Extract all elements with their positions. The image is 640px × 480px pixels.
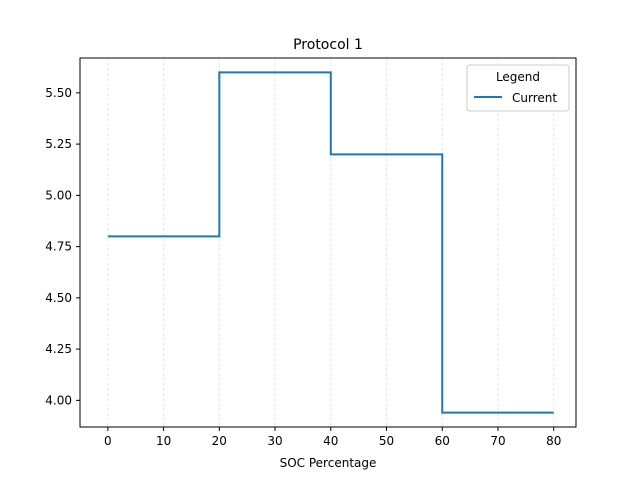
x-tick-label: 40 <box>323 434 338 448</box>
x-axis-ticks: 0 10 20 30 40 50 60 70 80 <box>104 427 561 448</box>
legend: Legend Current <box>466 64 570 112</box>
y-tick-label: 4.00 <box>45 393 72 407</box>
x-tick-label: 30 <box>267 434 282 448</box>
y-tick-label: 5.00 <box>45 188 72 202</box>
axes <box>79 57 577 428</box>
y-tick-label: 5.50 <box>45 86 72 100</box>
legend-title: Legend <box>496 70 540 84</box>
y-tick-label: 4.75 <box>45 240 72 254</box>
y-tick-label: 4.25 <box>45 342 72 356</box>
legend-entry-current: Current <box>512 91 557 105</box>
x-axis-label: SOC Percentage <box>280 456 377 470</box>
series-layer <box>107 71 554 414</box>
x-tick-label: 10 <box>156 434 171 448</box>
y-tick-label: 4.50 <box>45 291 72 305</box>
plot-frame <box>79 57 577 428</box>
y-axis-ticks: 4.00 4.25 4.50 4.75 5.00 5.25 5.50 <box>45 86 80 407</box>
chart-title: Protocol 1 <box>293 37 363 53</box>
x-tick-label: 20 <box>212 434 227 448</box>
x-tick-label: 70 <box>490 434 505 448</box>
series-line-current <box>107 71 554 414</box>
x-tick-label: 80 <box>546 434 561 448</box>
x-tick-label: 50 <box>379 434 394 448</box>
legend-box <box>466 64 570 112</box>
y-tick-label: 5.25 <box>45 137 72 151</box>
x-tick-label: 60 <box>435 434 450 448</box>
x-tick-label: 0 <box>104 434 112 448</box>
